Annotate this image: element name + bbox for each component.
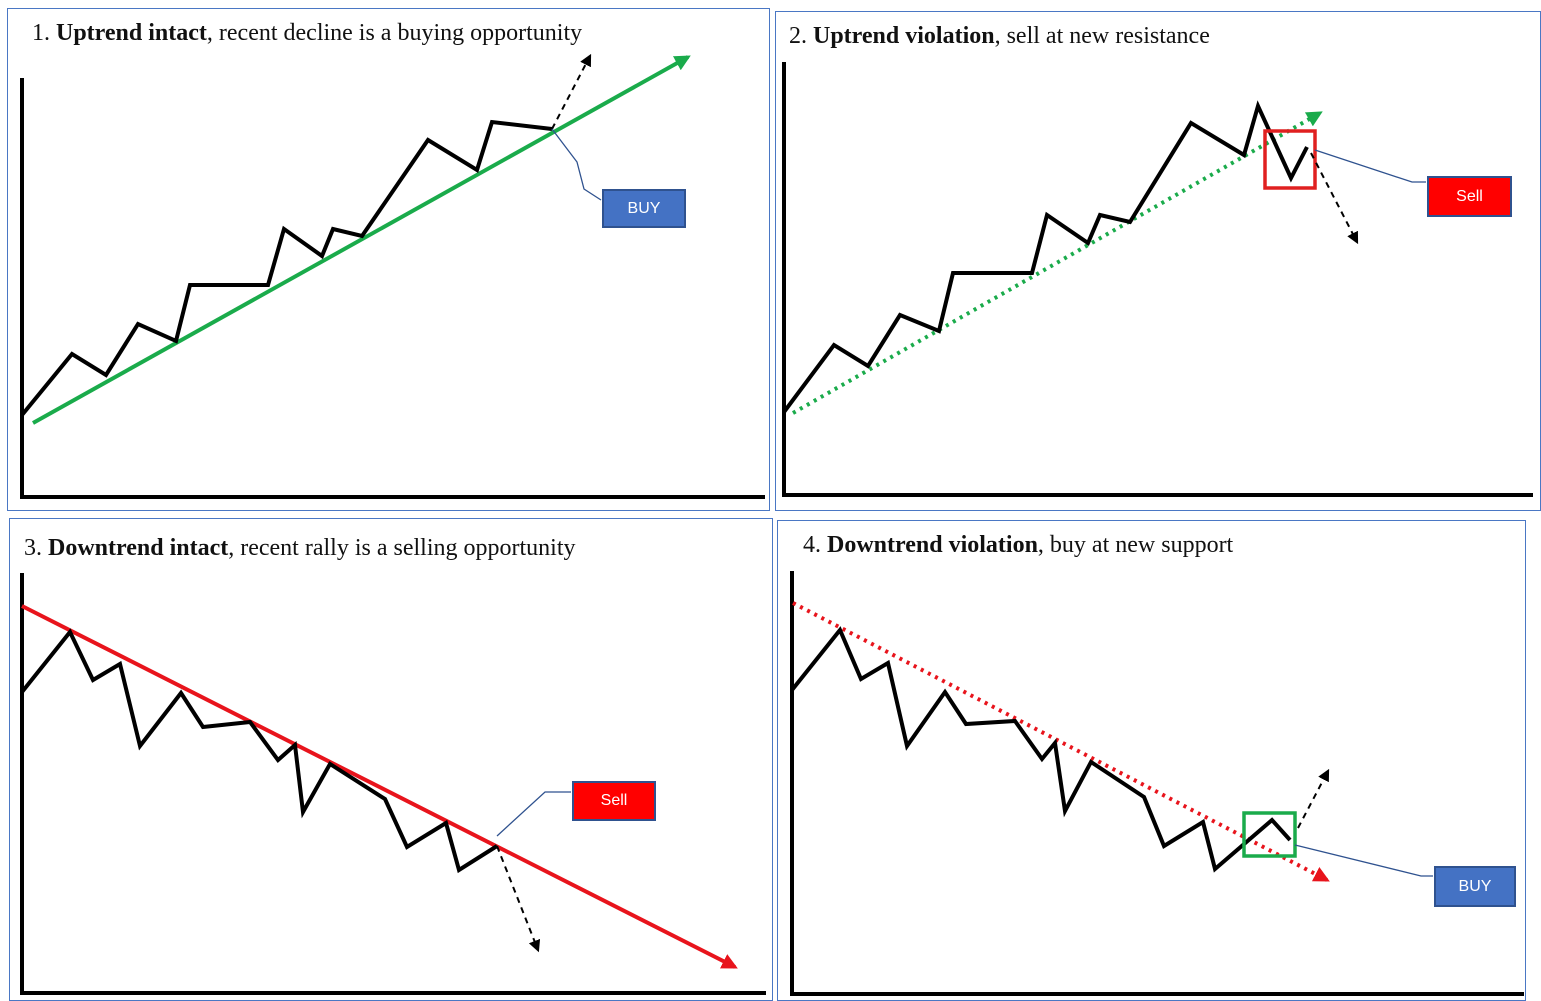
violation-highlight-box bbox=[1263, 129, 1317, 190]
title-number: 3. bbox=[24, 535, 42, 561]
chart-uptrend-violation bbox=[782, 62, 1533, 497]
panel-uptrend-violation bbox=[775, 11, 1541, 511]
panel-title: 4. Downtrend violation, buy at new suppo… bbox=[803, 532, 1233, 559]
buy-label: BUY bbox=[1434, 866, 1516, 907]
price-line bbox=[790, 626, 1292, 873]
price-line bbox=[782, 100, 1309, 414]
chart-downtrend-intact bbox=[20, 573, 766, 995]
axes bbox=[20, 78, 765, 499]
projection-arrow bbox=[496, 845, 541, 953]
callout-line bbox=[1294, 844, 1433, 877]
title-number: 1. bbox=[32, 20, 50, 46]
buy-label: BUY bbox=[602, 189, 686, 228]
title-bold: Downtrend violation bbox=[827, 532, 1038, 558]
title-rest: , buy at new support bbox=[1037, 532, 1234, 558]
downtrend-line-dotted bbox=[792, 601, 1330, 882]
title-number: 4. bbox=[803, 532, 821, 558]
uptrend-line-dotted bbox=[792, 111, 1323, 415]
title-bold: Downtrend intact bbox=[48, 535, 229, 561]
title-rest: , sell at new resistance bbox=[994, 23, 1210, 49]
axes bbox=[20, 573, 766, 995]
chart-downtrend-violation bbox=[790, 571, 1524, 996]
callout-line bbox=[496, 791, 571, 837]
downtrend-line bbox=[21, 604, 738, 969]
sell-label: Sell bbox=[1427, 176, 1512, 217]
title-rest: , recent rally is a selling opportunity bbox=[228, 535, 576, 561]
panel-downtrend-violation bbox=[777, 520, 1526, 1001]
title-number: 2. bbox=[789, 23, 807, 49]
projection-arrow bbox=[1297, 768, 1330, 829]
uptrend-line bbox=[32, 55, 691, 425]
price-line bbox=[20, 119, 553, 417]
panel-title: 3. Downtrend intact, recent rally is a s… bbox=[24, 535, 575, 562]
panel-title: 1. Uptrend intact, recent decline is a b… bbox=[32, 20, 582, 47]
callout-line bbox=[551, 128, 602, 201]
projection-arrow bbox=[551, 53, 592, 130]
panel-uptrend-intact bbox=[7, 8, 770, 511]
violation-highlight-box bbox=[1242, 811, 1297, 858]
panel-title: 2. Uptrend violation, sell at new resist… bbox=[789, 23, 1210, 50]
title-rest: , recent decline is a buying opportunity bbox=[206, 20, 583, 46]
chart-uptrend-intact bbox=[20, 53, 765, 499]
sell-label: Sell bbox=[572, 781, 656, 821]
axes bbox=[790, 571, 1524, 996]
projection-arrow bbox=[1310, 152, 1359, 245]
axes bbox=[782, 62, 1533, 497]
callout-line bbox=[1314, 149, 1426, 183]
price-line bbox=[20, 628, 499, 874]
title-bold: Uptrend intact bbox=[56, 20, 207, 46]
title-bold: Uptrend violation bbox=[813, 23, 995, 49]
